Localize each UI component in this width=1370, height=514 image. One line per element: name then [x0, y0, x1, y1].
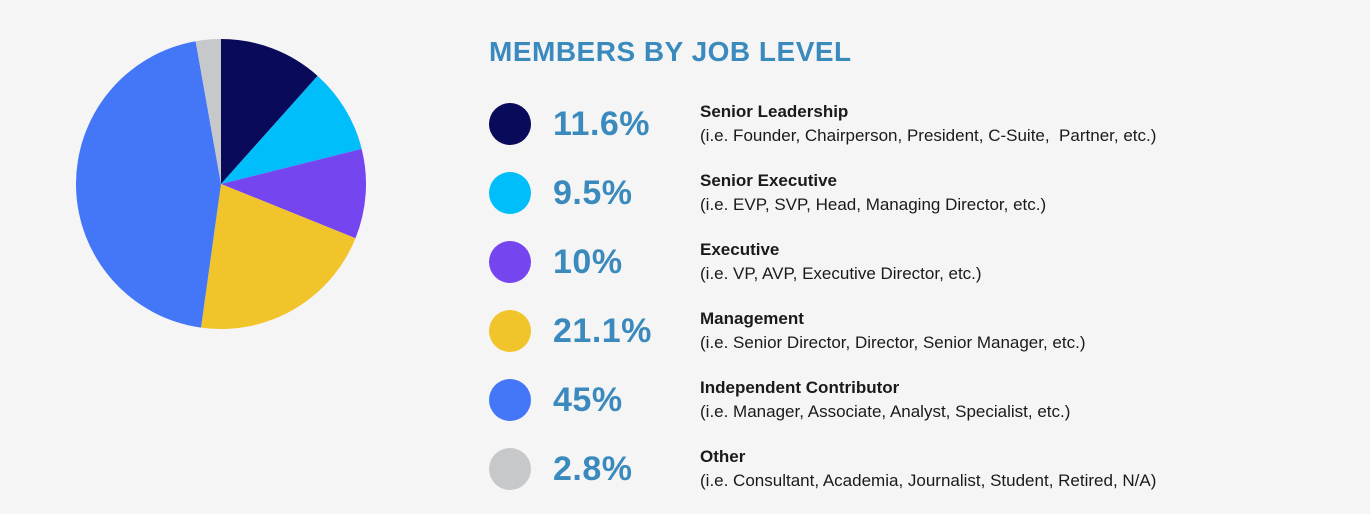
pie-slice-3	[201, 184, 356, 330]
legend-row-other: 2.8% Other (i.e. Consultant, Academia, J…	[489, 445, 1319, 493]
pie-slice-2	[221, 148, 367, 239]
legend-row-independent-contributor: 45% Independent Contributor (i.e. Manage…	[489, 376, 1319, 424]
legend-sublabel: (i.e. Senior Director, Director, Senior …	[700, 333, 1086, 352]
legend-description: Management (i.e. Senior Director, Direct…	[700, 307, 1086, 355]
legend-percent: 21.1%	[553, 311, 652, 350]
legend-percent: 10%	[553, 242, 623, 281]
legend-label: Senior Executive	[700, 171, 838, 190]
pie-chart	[75, 39, 367, 330]
legend-label: Senior Leadership	[700, 102, 849, 121]
legend-swatch-icon	[489, 310, 531, 352]
pie-slice-5	[195, 39, 221, 184]
legend: 11.6% Senior Leadership (i.e. Founder, C…	[489, 100, 1319, 493]
legend-row-executive: 10% Executive (i.e. VP, AVP, Executive D…	[489, 238, 1319, 286]
legend-panel: MEMBERS BY JOB LEVEL 11.6% Senior Leader…	[489, 36, 1319, 514]
legend-swatch-icon	[489, 379, 531, 421]
pie-slice-4	[75, 41, 221, 328]
legend-description: Other (i.e. Consultant, Academia, Journa…	[700, 445, 1156, 493]
legend-swatch-icon	[489, 172, 531, 214]
legend-percent: 45%	[553, 380, 623, 419]
legend-sublabel: (i.e. Consultant, Academia, Journalist, …	[700, 471, 1157, 490]
legend-percent: 11.6%	[553, 104, 651, 143]
legend-description: Senior Leadership (i.e. Founder, Chairpe…	[700, 100, 1156, 148]
legend-description: Executive (i.e. VP, AVP, Executive Direc…	[700, 238, 982, 286]
legend-row-senior-leadership: 11.6% Senior Leadership (i.e. Founder, C…	[489, 100, 1319, 148]
legend-swatch-icon	[489, 448, 531, 490]
legend-description: Senior Executive (i.e. EVP, SVP, Head, M…	[700, 169, 1046, 217]
chart-title: MEMBERS BY JOB LEVEL	[489, 36, 852, 67]
legend-row-management: 21.1% Management (i.e. Senior Director, …	[489, 307, 1319, 355]
legend-swatch-icon	[489, 241, 531, 283]
legend-sublabel: (i.e. Founder, Chairperson, President, C…	[700, 126, 1157, 145]
pie-chart-svg	[75, 39, 367, 330]
legend-swatch-icon	[489, 103, 531, 145]
legend-percent: 9.5%	[553, 173, 633, 212]
pie-slice-0	[221, 39, 318, 184]
legend-label: Independent Contributor	[700, 378, 900, 397]
legend-percent: 2.8%	[553, 449, 633, 488]
legend-row-senior-executive: 9.5% Senior Executive (i.e. EVP, SVP, He…	[489, 169, 1319, 217]
legend-label: Executive	[700, 240, 780, 259]
legend-label: Management	[700, 309, 804, 328]
legend-sublabel: (i.e. Manager, Associate, Analyst, Speci…	[700, 402, 1071, 421]
legend-description: Independent Contributor (i.e. Manager, A…	[700, 376, 1070, 424]
legend-sublabel: (i.e. EVP, SVP, Head, Managing Director,…	[700, 195, 1047, 214]
legend-sublabel: (i.e. VP, AVP, Executive Director, etc.)	[700, 264, 982, 283]
pie-slice-1	[221, 75, 362, 184]
legend-label: Other	[700, 447, 746, 466]
